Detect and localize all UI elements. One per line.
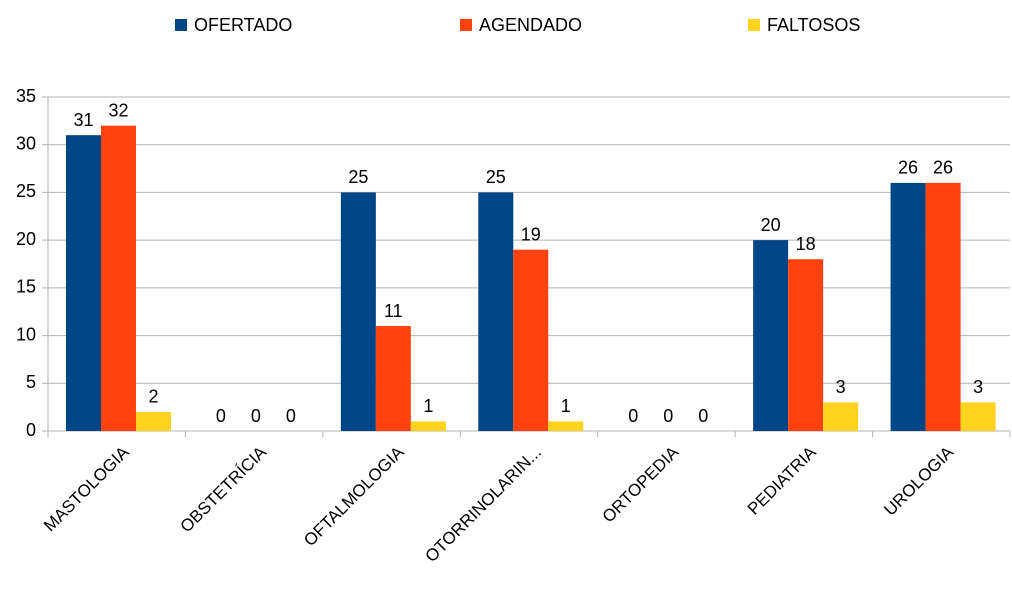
- y-tick-label: 15: [16, 277, 36, 297]
- data-label: 31: [73, 110, 93, 130]
- data-label: 0: [216, 406, 226, 426]
- x-tick-label: UROLOGIA: [880, 442, 957, 519]
- data-label: 0: [663, 406, 673, 426]
- data-label: 25: [486, 167, 506, 187]
- data-label: 25: [348, 167, 368, 187]
- data-label: 26: [933, 158, 953, 178]
- bar: [960, 402, 996, 431]
- x-tick-label: PEDIATRIA: [744, 442, 820, 518]
- legend-label: OFERTADO: [194, 15, 292, 35]
- legend-label: FALTOSOS: [767, 15, 860, 35]
- data-label: 2: [148, 387, 158, 407]
- data-label: 26: [898, 158, 918, 178]
- data-label: 1: [423, 396, 433, 416]
- data-label: 20: [761, 215, 781, 235]
- legend-swatch: [748, 19, 760, 31]
- y-tick-label: 5: [26, 372, 36, 392]
- data-label: 18: [796, 234, 816, 254]
- y-tick-label: 35: [16, 86, 36, 106]
- y-tick-label: 10: [16, 324, 36, 344]
- bar: [753, 240, 789, 431]
- bar: [375, 326, 411, 431]
- bar: [410, 421, 446, 431]
- data-label: 32: [108, 100, 128, 120]
- x-tick-label: OTORRINOLARIN...: [422, 443, 545, 566]
- bar: [823, 402, 859, 431]
- y-tick-label: 20: [16, 229, 36, 249]
- x-tick-label: OBSTETRÍCIA: [177, 442, 271, 536]
- legend-label: AGENDADO: [479, 15, 582, 35]
- bar: [513, 249, 549, 431]
- bar: [548, 421, 584, 431]
- x-tick-label: ORTOPEDIA: [599, 442, 683, 526]
- legend-swatch: [175, 19, 187, 31]
- data-label: 0: [286, 406, 296, 426]
- data-label: 1: [561, 396, 571, 416]
- x-tick-label: MASTOLOGIA: [40, 442, 133, 535]
- data-label: 11: [384, 301, 403, 321]
- x-tick-label: OFTALMOLOGIA: [300, 442, 408, 550]
- data-label: 0: [628, 406, 638, 426]
- y-tick-label: 0: [26, 420, 36, 440]
- y-tick-label: 30: [16, 133, 36, 153]
- bar: [136, 411, 171, 431]
- data-label: 0: [698, 406, 708, 426]
- data-label: 0: [251, 406, 261, 426]
- data-label: 19: [521, 224, 541, 244]
- bar: [66, 135, 101, 431]
- data-label: 3: [836, 377, 846, 397]
- bar: [890, 182, 926, 431]
- bar: [340, 192, 376, 431]
- bar: [788, 259, 824, 431]
- data-label: 3: [973, 377, 983, 397]
- bar: [101, 125, 136, 431]
- legend-swatch: [460, 19, 472, 31]
- bar: [478, 192, 514, 431]
- bar: [925, 182, 961, 431]
- y-tick-label: 25: [16, 181, 36, 201]
